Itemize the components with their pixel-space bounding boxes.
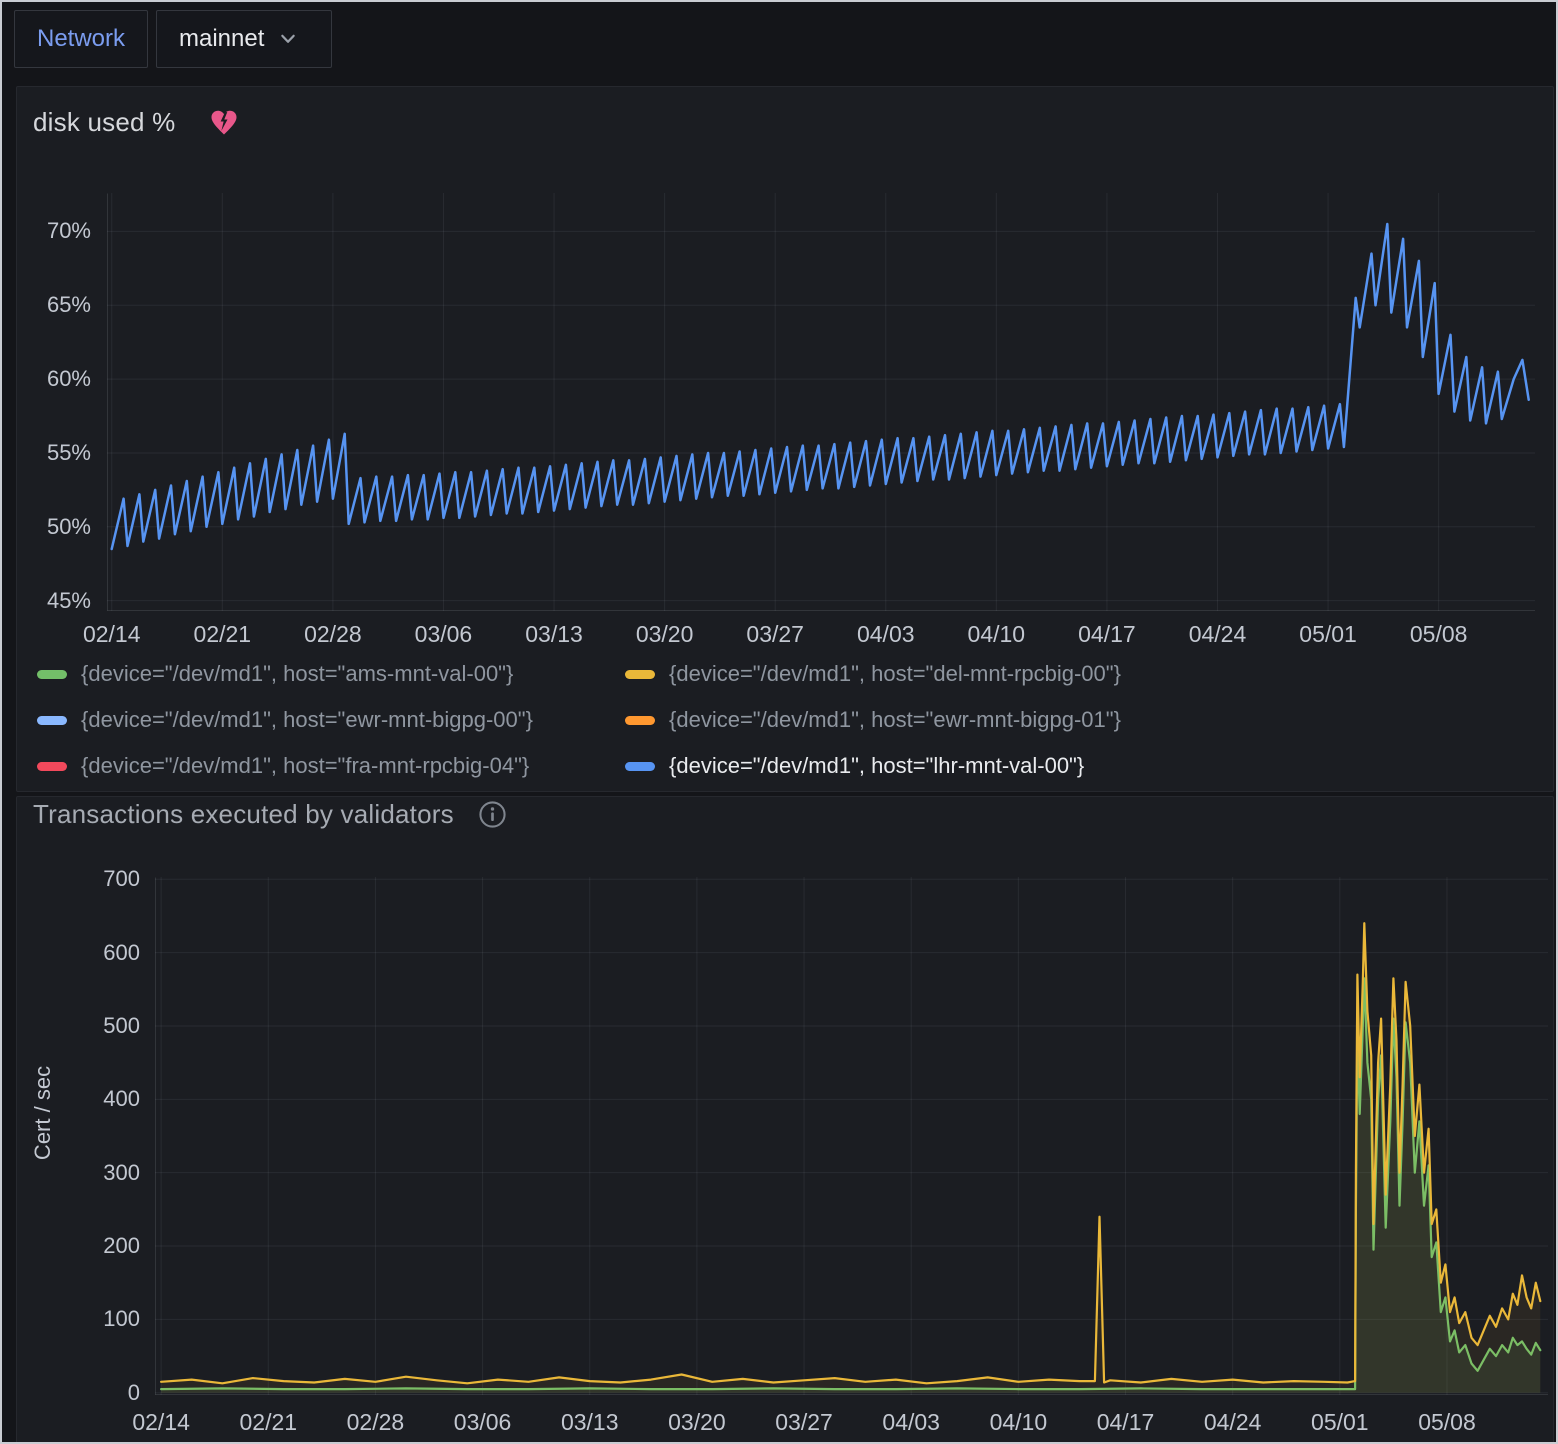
chevron-down-icon: [278, 29, 298, 49]
x-axis-tick-label: 04/03: [841, 621, 931, 647]
disk-used-time-series-plot[interactable]: [107, 193, 1535, 611]
y-axis-tick-label: 200: [17, 1233, 140, 1259]
panel-header: Transactions executed by validators: [33, 799, 507, 830]
y-axis-tick-label: 60%: [17, 366, 91, 392]
x-axis-tick-label: 05/08: [1394, 621, 1484, 647]
x-axis-tick-label: 04/24: [1172, 621, 1262, 647]
variable-value: mainnet: [179, 25, 264, 53]
x-axis-tick-label: 03/20: [620, 621, 710, 647]
panel-title[interactable]: disk used %: [33, 107, 175, 138]
x-axis-tick-label: 03/06: [438, 1409, 528, 1435]
y-axis-tick-label: 500: [17, 1013, 140, 1039]
x-axis-tick-label: 03/27: [730, 621, 820, 647]
y-axis-tick-label: 55%: [17, 440, 91, 466]
legend-series-swatch: [37, 762, 67, 771]
x-axis-tick-label: 04/24: [1188, 1409, 1278, 1435]
y-axis-tick-label: 600: [17, 940, 140, 966]
y-axis-tick-label: 300: [17, 1160, 140, 1186]
y-axis-tick-label: 50%: [17, 514, 91, 540]
x-axis-tick-label: 02/14: [116, 1409, 206, 1435]
legend-item[interactable]: {device="/dev/md1", host="ams-mnt-val-00…: [37, 659, 625, 689]
x-axis-tick-label: 03/13: [509, 621, 599, 647]
x-axis-tick-label: 04/17: [1081, 1409, 1171, 1435]
legend-item[interactable]: {device="/dev/md1", host="fra-mnt-rpcbig…: [37, 751, 625, 781]
x-axis-tick-label: 02/21: [223, 1409, 313, 1435]
topbar: Network mainnet: [2, 2, 1556, 78]
legend-item[interactable]: {device="/dev/md1", host="del-mnt-rpcbig…: [625, 659, 1121, 689]
y-axis-tick-label: 0: [17, 1380, 140, 1406]
y-axis-tick-label: 700: [17, 866, 140, 892]
legend-item[interactable]: {device="/dev/md1", host="ewr-mnt-bigpg-…: [37, 705, 625, 735]
legend-series-label: {device="/dev/md1", host="fra-mnt-rpcbig…: [81, 753, 529, 779]
x-axis-tick-label: 04/10: [973, 1409, 1063, 1435]
broken-heart-icon: [209, 108, 239, 138]
x-axis-tick-label: 02/28: [288, 621, 378, 647]
legend-series-swatch: [37, 716, 67, 725]
panel-title[interactable]: Transactions executed by validators: [33, 799, 454, 830]
variable-dropdown[interactable]: mainnet: [156, 10, 332, 68]
y-axis-tick-label: 400: [17, 1086, 140, 1112]
y-axis-title: Cert / sec: [30, 1066, 56, 1160]
y-axis-tick-label: 70%: [17, 218, 91, 244]
x-axis-tick-label: 04/03: [866, 1409, 956, 1435]
x-axis-tick-label: 02/28: [330, 1409, 420, 1435]
legend-series-swatch: [37, 670, 67, 679]
legend-series-label: {device="/dev/md1", host="ams-mnt-val-00…: [81, 661, 513, 687]
legend-series-swatch: [625, 762, 655, 771]
legend-series-label: {device="/dev/md1", host="ewr-mnt-bigpg-…: [669, 707, 1121, 733]
x-axis-tick-label: 04/10: [951, 621, 1041, 647]
x-axis-tick-label: 03/20: [652, 1409, 742, 1435]
legend-series-label: {device="/dev/md1", host="del-mnt-rpcbig…: [669, 661, 1121, 687]
y-axis-tick-label: 100: [17, 1306, 140, 1332]
x-axis-tick-label: 02/21: [177, 621, 267, 647]
info-icon[interactable]: [478, 800, 507, 829]
legend: {device="/dev/md1", host="ams-mnt-val-00…: [37, 659, 1542, 781]
dashboard: Network mainnet disk used % {device="/de…: [0, 0, 1558, 1444]
legend-item[interactable]: {device="/dev/md1", host="lhr-mnt-val-00…: [625, 751, 1084, 781]
panel-disk-used: disk used % {device="/dev/md1", host="am…: [16, 86, 1554, 792]
x-axis-tick-label: 02/14: [67, 621, 157, 647]
legend-series-label: {device="/dev/md1", host="ewr-mnt-bigpg-…: [81, 707, 533, 733]
x-axis-tick-label: 03/13: [545, 1409, 635, 1435]
panel-transactions: Transactions executed by validators Cert…: [16, 796, 1554, 1444]
legend-series-label: {device="/dev/md1", host="lhr-mnt-val-00…: [669, 753, 1084, 779]
panel-header: disk used %: [33, 107, 239, 138]
x-axis-tick-label: 05/01: [1283, 621, 1373, 647]
variable-label: Network: [37, 25, 125, 53]
x-axis-tick-label: 04/17: [1062, 621, 1152, 647]
y-axis-tick-label: 65%: [17, 292, 91, 318]
variable-label-box: Network: [14, 10, 148, 68]
y-axis-tick-label: 45%: [17, 588, 91, 614]
legend-item[interactable]: {device="/dev/md1", host="ewr-mnt-bigpg-…: [625, 705, 1121, 735]
x-axis-tick-label: 05/01: [1295, 1409, 1385, 1435]
transactions-time-series-plot[interactable]: [155, 877, 1548, 1395]
legend-series-swatch: [625, 670, 655, 679]
x-axis-tick-label: 03/27: [759, 1409, 849, 1435]
x-axis-tick-label: 05/08: [1402, 1409, 1492, 1435]
x-axis-tick-label: 03/06: [398, 621, 488, 647]
legend-series-swatch: [625, 716, 655, 725]
